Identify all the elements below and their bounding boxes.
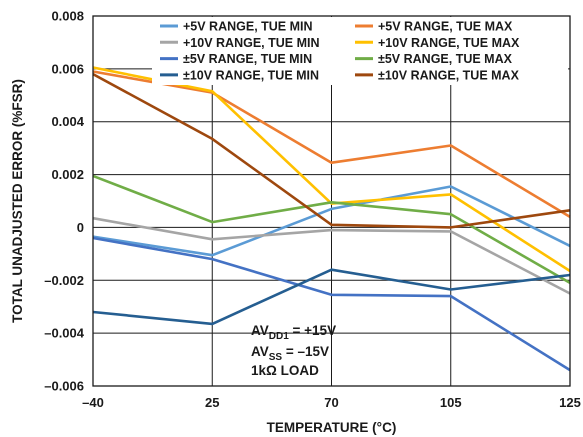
legend-label: +5V RANGE, TUE MIN [183, 20, 313, 34]
y-tick-label: 0.004 [51, 114, 84, 129]
x-tick-label: 125 [559, 395, 581, 410]
legend-label: +10V RANGE, TUE MIN [183, 36, 320, 50]
series-line [92, 70, 571, 219]
series-line [92, 268, 571, 326]
x-tick-label: 70 [324, 395, 338, 410]
annotation-avss-main: AV [251, 344, 269, 359]
series-line [92, 174, 571, 285]
y-tick-label: –0.002 [44, 273, 84, 288]
legend-label: +10V RANGE, TUE MAX [378, 36, 520, 50]
tick-labels: –0.006 –0.004 –0.002 0 0.002 0.004 0.006 0.008 –… [44, 9, 581, 411]
y-tick-label: 0.008 [51, 9, 84, 24]
y-tick-label: 0.002 [51, 167, 84, 182]
annotation-avss-sub: SS [269, 352, 283, 363]
annotation-avdd: AVDD1 = +15V [251, 323, 336, 342]
plot-frame [92, 15, 571, 387]
legend-label: ±5V RANGE, TUE MIN [183, 52, 312, 66]
annotation-avdd-sub: DD1 [269, 331, 289, 342]
x-tick-label: 105 [440, 395, 462, 410]
x-tick-label: –40 [82, 395, 104, 410]
y-tick-label: –0.004 [44, 326, 85, 341]
annotation-avdd-main: AV [251, 323, 269, 338]
annotation-avdd-value: = +15V [289, 323, 336, 338]
legend-label: ±5V RANGE, TUE MAX [378, 52, 513, 66]
y-tick-label: 0 [77, 220, 84, 235]
annotation-avss-value: = –15V [282, 344, 329, 359]
annotation-avss: AVSS = –15V [251, 344, 329, 363]
annotation-load: 1kΩ LOAD [251, 363, 319, 378]
y-axis-title: TOTAL UNADJUSTED ERROR (%FSR) [10, 79, 25, 323]
y-tick-label: –0.006 [44, 379, 84, 394]
y-tick-label: 0.006 [51, 61, 84, 76]
series-line [92, 185, 571, 257]
x-axis-title: TEMPERATURE (°C) [267, 420, 397, 435]
legend-label: ±10V RANGE, TUE MAX [378, 68, 520, 82]
conditions-annotation: AVDD1 = +15V AVSS = –15V 1kΩ LOAD [251, 323, 336, 378]
series-line [92, 216, 571, 295]
legend: +5V RANGE, TUE MIN +5V RANGE, TUE MAX +10V… [152, 17, 568, 85]
series-line [92, 236, 571, 372]
legend-label: +5V RANGE, TUE MAX [378, 20, 513, 34]
x-tick-label: 25 [205, 395, 219, 410]
legend-label: ±10V RANGE, TUE MIN [183, 68, 319, 82]
series-line [92, 72, 571, 229]
